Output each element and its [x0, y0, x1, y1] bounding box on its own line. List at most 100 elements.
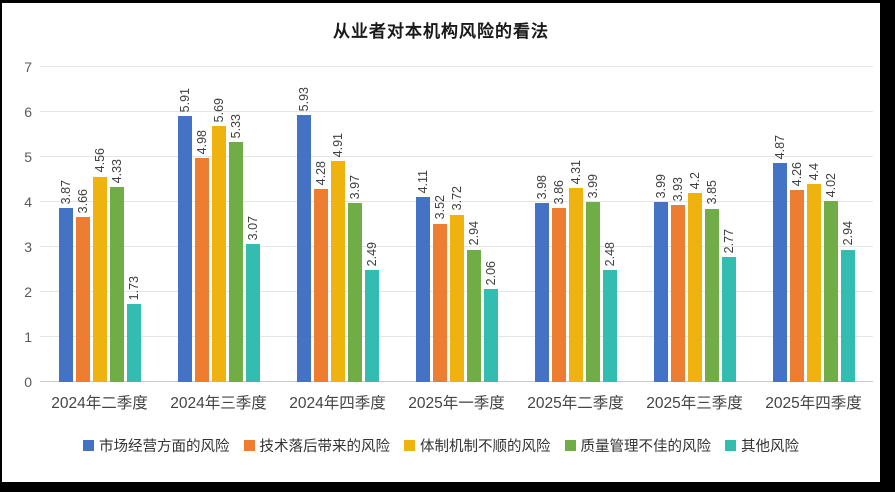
gridline-y-7	[40, 66, 873, 67]
bar-series1-cat7: 4.87	[772, 135, 787, 382]
bar-series2-cat2: 4.98	[194, 130, 209, 382]
bar-data-label: 3.66	[75, 188, 90, 214]
y-axis-tick-7: 7	[24, 59, 32, 75]
bar-data-label: 3.72	[449, 186, 464, 211]
bar-data-label: 5.69	[211, 97, 226, 122]
gridline-y-6	[40, 111, 873, 112]
bar-data-label: 4.56	[92, 148, 107, 173]
y-axis-tick-6: 6	[24, 104, 32, 120]
bar-series1-cat3: 5.93	[296, 87, 311, 382]
legend-swatch-icon	[83, 440, 94, 451]
bar-series5-cat2: 3.07	[245, 216, 260, 382]
bar-data-label: 3.52	[432, 195, 447, 220]
legend-label: 质量管理不佳的风险	[580, 439, 712, 455]
x-axis-label-3: 2024年四季度	[289, 395, 386, 412]
bar-group-7: 4.87 4.26 4.4 4.02 2.94	[754, 67, 873, 382]
legend-label: 其他风险	[741, 439, 799, 455]
legend-swatch-icon	[243, 440, 255, 451]
chart-legend: 市场经营方面的风险 技术落后带来的风险 体制机制不顺的风险 质量管理不佳的风险 其他风险	[2, 435, 880, 456]
chart-title: 从业者对本机构风险的看法	[333, 22, 549, 42]
x-axis-label-7: 2025年四季度	[765, 395, 862, 412]
y-axis-tick-2: 2	[24, 284, 32, 300]
bar-series3-cat6: 4.2	[687, 172, 702, 382]
y-axis-tick-5: 5	[24, 149, 32, 165]
x-axis-label-4: 2025年一季度	[408, 395, 505, 412]
y-axis-tick-3: 3	[24, 239, 32, 255]
bar-data-label: 2.94	[466, 221, 481, 246]
gridline-y-5	[40, 156, 873, 157]
bar-data-label: 4.11	[415, 169, 430, 194]
bar-series2-cat7: 4.26	[789, 162, 804, 382]
bar-series4-cat2: 5.33	[228, 114, 243, 382]
bar-series2-cat1: 3.66	[75, 189, 90, 382]
bar-series4-cat3: 3.97	[347, 175, 362, 382]
bar-series5-cat4: 2.06	[483, 261, 498, 382]
x-axis-label-6: 2025年三季度	[646, 395, 743, 412]
bar-series3-cat1: 4.56	[92, 148, 107, 382]
x-axis-labels: 2024年二季度 2024年三季度 2024年四季度 2025年一季度 2025年二季度…	[40, 391, 873, 415]
bar-group-4: 4.11 3.52 3.72 2.94 2.06	[397, 67, 516, 382]
bar-series2-cat3: 4.28	[313, 161, 328, 382]
bar-series4-cat1: 4.33	[109, 159, 124, 382]
bar-data-label: 1.73	[126, 275, 141, 301]
legend-swatch-icon	[564, 440, 576, 451]
bar-data-label: 3.99	[585, 174, 600, 199]
bar-data-label: 3.97	[347, 175, 362, 200]
bar-data-label: 4.98	[194, 129, 209, 154]
bar-data-label: 2.06	[483, 260, 498, 286]
legend-item-4: 质量管理不佳的风险	[564, 435, 712, 456]
bar-series3-cat2: 5.69	[211, 98, 226, 382]
bar-series3-cat3: 4.91	[330, 133, 345, 382]
y-axis-tick-1: 1	[24, 329, 32, 345]
bar-series3-cat4: 3.72	[449, 186, 464, 382]
x-axis-label-2: 2024年三季度	[170, 395, 267, 412]
bar-series1-cat2: 5.91	[177, 88, 192, 382]
bar-data-label: 2.94	[840, 221, 855, 246]
bar-group-5: 3.98 3.86 4.31 3.99 2.48	[516, 67, 635, 382]
legend-label: 体制机制不顺的风险	[420, 439, 551, 455]
bar-data-label: 4.87	[772, 134, 787, 159]
bar-series5-cat6: 2.77	[721, 229, 736, 382]
bar-series4-cat7: 4.02	[823, 173, 838, 382]
bar-series3-cat5: 4.31	[568, 160, 583, 382]
bar-data-label: 5.93	[296, 86, 311, 112]
bar-group-1: 3.87 3.66 4.56 4.33 1.73	[40, 67, 159, 382]
bar-data-label: 3.99	[653, 174, 668, 199]
bar-group-6: 3.99 3.93 4.2 3.85 2.77	[635, 67, 754, 382]
bar-data-label: 2.77	[721, 229, 736, 254]
bar-series4-cat4: 2.94	[466, 221, 481, 382]
y-axis-tick-0: 0	[24, 374, 32, 390]
bar-group-2: 5.91 4.98 5.69 5.33 3.07	[159, 67, 278, 382]
y-axis-tick-4: 4	[24, 194, 32, 210]
legend-swatch-icon	[725, 440, 736, 451]
bar-data-label: 3.87	[58, 179, 73, 204]
bar-series1-cat6: 3.99	[653, 174, 668, 382]
bar-series2-cat6: 3.93	[670, 177, 685, 382]
legend-item-5: 其他风险	[725, 435, 799, 456]
chart-frame: 从业者对本机构风险的看法 0 1 2 3 4 5 6 7 3.87 3.66 4.56 4.33 1.7…	[2, 3, 880, 482]
bar-series3-cat7: 4.4	[806, 163, 821, 382]
x-axis-label-5: 2025年二季度	[527, 395, 624, 412]
bar-series5-cat7: 2.94	[840, 221, 855, 382]
bar-data-label: 4.4	[806, 162, 821, 180]
bar-data-label: 3.86	[551, 179, 566, 205]
legend-item-1: 市场经营方面的风险	[83, 435, 230, 456]
legend-label: 市场经营方面的风险	[99, 439, 230, 455]
legend-item-2: 技术落后带来的风险	[243, 435, 390, 456]
bar-series1-cat4: 4.11	[415, 170, 430, 382]
bar-series4-cat5: 3.99	[585, 174, 600, 382]
bar-data-label: 3.93	[670, 176, 685, 202]
bar-group-3: 5.93 4.28 4.91 3.97 2.49	[278, 67, 397, 382]
bar-data-label: 4.02	[823, 172, 838, 198]
legend-item-3: 体制机制不顺的风险	[404, 435, 551, 456]
bar-data-label: 4.33	[109, 158, 124, 184]
bar-data-label: 3.98	[534, 174, 549, 199]
bar-data-label: 3.07	[245, 215, 260, 240]
bar-series1-cat1: 3.87	[58, 180, 73, 382]
bar-data-label: 4.26	[789, 161, 804, 187]
bar-series2-cat5: 3.86	[551, 180, 566, 382]
legend-swatch-icon	[404, 440, 415, 451]
bar-series5-cat1: 1.73	[126, 276, 141, 382]
bar-data-label: 2.49	[364, 241, 379, 266]
bar-series5-cat5: 2.48	[602, 242, 617, 382]
